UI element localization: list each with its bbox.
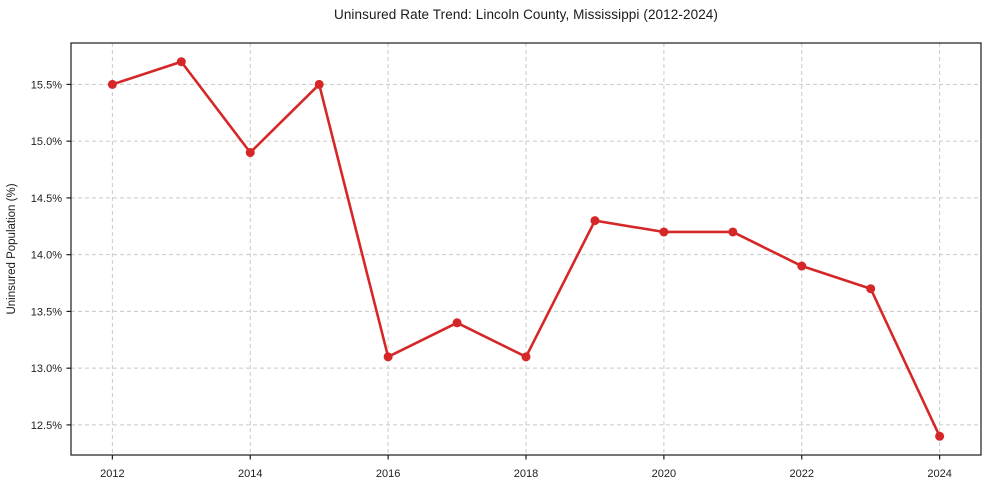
x-tick-label: 2024 <box>927 468 951 480</box>
y-tick-label: 12.5% <box>31 420 62 432</box>
y-axis-label: Uninsured Population (%) <box>6 183 18 315</box>
data-point <box>314 79 324 89</box>
y-tick-label: 14.0% <box>31 250 62 262</box>
y-tick-label: 13.5% <box>31 306 62 318</box>
data-point <box>521 352 531 362</box>
data-point <box>659 227 669 237</box>
x-tick-label: 2016 <box>376 468 400 480</box>
x-tick-label: 2012 <box>100 468 124 480</box>
x-tick-label: 2014 <box>238 468 262 480</box>
data-point <box>383 352 393 362</box>
data-point <box>866 284 876 294</box>
y-tick-label: 14.5% <box>31 193 62 205</box>
data-point <box>935 431 945 441</box>
y-tick-label: 13.0% <box>31 363 62 375</box>
data-point <box>176 57 186 67</box>
data-point <box>245 148 255 158</box>
data-point <box>107 79 117 89</box>
y-tick-label: 15.0% <box>31 136 62 148</box>
data-point <box>590 216 600 226</box>
x-tick-label: 2020 <box>652 468 676 480</box>
x-tick-label: 2018 <box>514 468 538 480</box>
data-point <box>728 227 738 237</box>
x-tick-label: 2022 <box>790 468 814 480</box>
data-point <box>452 318 462 328</box>
y-tick-label: 15.5% <box>31 79 62 91</box>
data-point <box>797 261 807 271</box>
chart-title: Uninsured Rate Trend: Lincoln County, Mi… <box>333 7 719 22</box>
